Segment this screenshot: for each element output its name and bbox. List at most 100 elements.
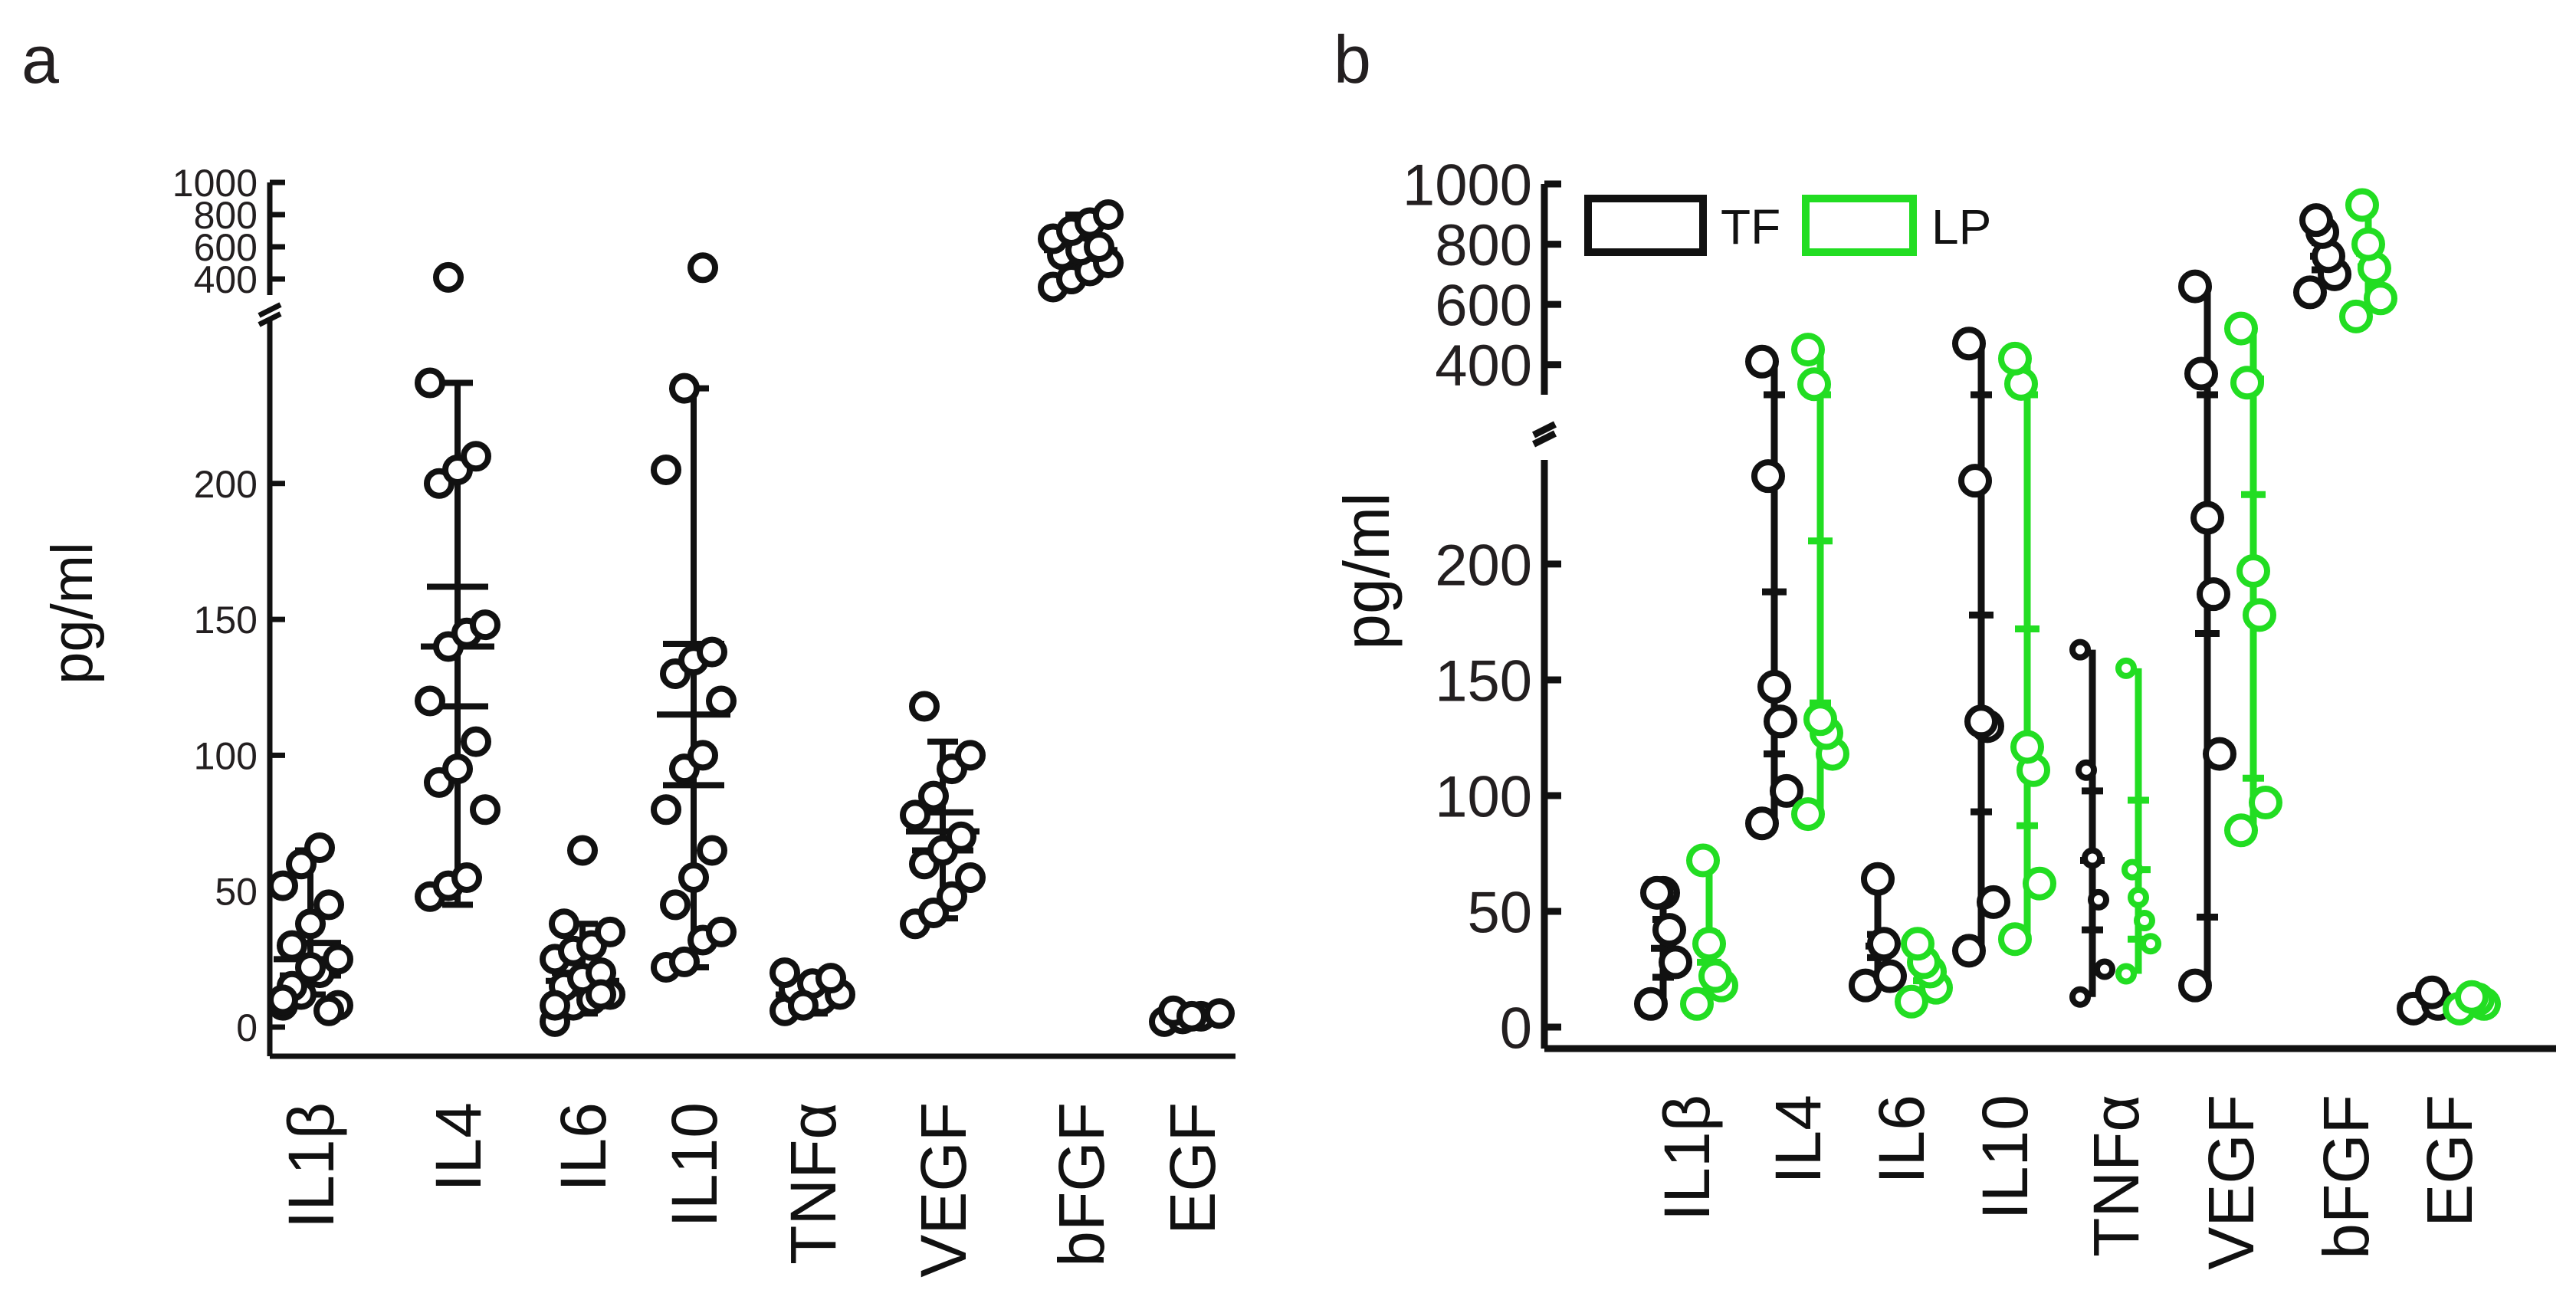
data-point	[1204, 998, 1235, 1029]
tf-data-point	[1745, 806, 1779, 841]
tf-data-point	[1861, 862, 1895, 896]
x-tick-label: IL6	[1866, 1095, 1938, 1184]
data-point	[415, 367, 445, 399]
lp-data-point	[2140, 933, 2161, 955]
lp-data-point	[2023, 866, 2056, 901]
lp-data-point	[2224, 311, 2258, 346]
data-point	[900, 799, 930, 831]
data-point	[277, 930, 307, 961]
data-point	[295, 908, 326, 940]
data-point	[433, 261, 464, 293]
lp-data-point	[1803, 702, 1837, 737]
lp-data-point	[2115, 657, 2137, 679]
y-tick-label: 600	[1435, 274, 1532, 339]
data-point	[669, 373, 700, 404]
x-tick-label: TNFα	[2080, 1095, 2152, 1257]
lp-data-point	[2236, 553, 2270, 588]
x-tick-label: IL1β	[275, 1102, 347, 1229]
tf-data-point	[2190, 501, 2224, 535]
data-point	[323, 944, 353, 975]
panel-b-label: b	[1334, 21, 1371, 97]
y-tick-label: 150	[194, 599, 258, 642]
tf-data-point	[2069, 986, 2091, 1008]
data-point	[955, 740, 986, 771]
data-point	[909, 691, 940, 722]
tf-data-point	[1757, 670, 1791, 704]
data-point	[470, 609, 500, 641]
data-point	[313, 995, 344, 1026]
y-tick-label: 50	[1467, 880, 1532, 945]
data-point	[451, 862, 482, 893]
y-tick-label: 1000	[1403, 153, 1532, 218]
data-point	[540, 990, 570, 1021]
tf-data-point	[1751, 459, 1785, 494]
x-tick-label: IL4	[422, 1102, 494, 1192]
x-tick-label: IL1β	[1651, 1095, 1723, 1221]
lp-data-point	[1901, 927, 1934, 961]
tf-data-point	[2178, 269, 2212, 304]
x-tick-label: TNFα	[777, 1102, 849, 1265]
data-point	[442, 753, 473, 785]
data-point	[918, 898, 949, 929]
lp-data-point	[1698, 959, 1732, 993]
y-axis-title: pg/ml	[1331, 492, 1403, 649]
legend-label-lp: LP	[1931, 199, 1991, 254]
tf-data-point	[1640, 875, 1674, 910]
lp-data-point	[1998, 922, 2032, 957]
data-point	[669, 946, 700, 977]
y-tick-label: 200	[1435, 533, 1532, 598]
tf-data-point	[2178, 968, 2212, 1003]
tf-data-point	[2069, 638, 2091, 661]
tf-data-point	[1977, 885, 2010, 919]
legend-label-tf: TF	[1721, 199, 1780, 254]
data-point	[788, 990, 819, 1021]
data-point	[461, 441, 491, 472]
data-point	[955, 862, 986, 893]
data-point	[1084, 231, 1114, 262]
data-point	[267, 984, 298, 1016]
axis-break-mark	[258, 302, 282, 318]
y-tick-label: 400	[194, 258, 258, 301]
y-tick-label: 800	[1435, 213, 1532, 278]
data-point	[706, 916, 737, 947]
x-tick-label: IL6	[547, 1102, 619, 1192]
lp-data-point	[2345, 188, 2379, 222]
data-point	[697, 636, 727, 668]
x-tick-label: bFGF	[1045, 1102, 1117, 1267]
tf-data-point	[1652, 913, 1686, 947]
data-point	[697, 835, 727, 866]
lp-data-point	[2249, 786, 2282, 820]
x-tick-label: IL10	[1969, 1095, 2041, 1220]
data-point	[461, 726, 491, 757]
x-tick-label: VEGF	[2195, 1095, 2267, 1270]
x-tick-label: IL4	[1762, 1095, 1834, 1184]
legend-swatch-tf	[1584, 195, 1707, 256]
x-tick-label: VEGF	[907, 1102, 980, 1278]
y-tick-label: 800	[194, 194, 258, 237]
y-tick-label: 50	[215, 871, 258, 914]
lp-data-point	[2243, 598, 2276, 632]
tf-data-point	[1770, 773, 1803, 808]
lp-data-point	[2364, 281, 2397, 316]
data-point	[687, 252, 718, 284]
y-tick-label: 0	[1500, 996, 1532, 1061]
lp-data-point	[1692, 927, 1726, 961]
lp-data-point	[1791, 797, 1825, 832]
data-point	[678, 862, 709, 893]
lp-data-point	[1895, 984, 1928, 1019]
tf-data-point	[1764, 704, 1797, 739]
tf-data-point	[1873, 959, 1907, 993]
lp-data-point	[2010, 730, 2044, 764]
data-point	[937, 881, 967, 912]
data-point	[567, 835, 598, 866]
data-point	[586, 979, 616, 1010]
lp-data-point	[2128, 886, 2149, 908]
data-point	[918, 780, 949, 812]
data-point	[304, 832, 335, 863]
tf-data-point	[1952, 327, 1986, 361]
lp-data-point	[2230, 366, 2264, 400]
lp-data-point	[1686, 843, 1720, 878]
